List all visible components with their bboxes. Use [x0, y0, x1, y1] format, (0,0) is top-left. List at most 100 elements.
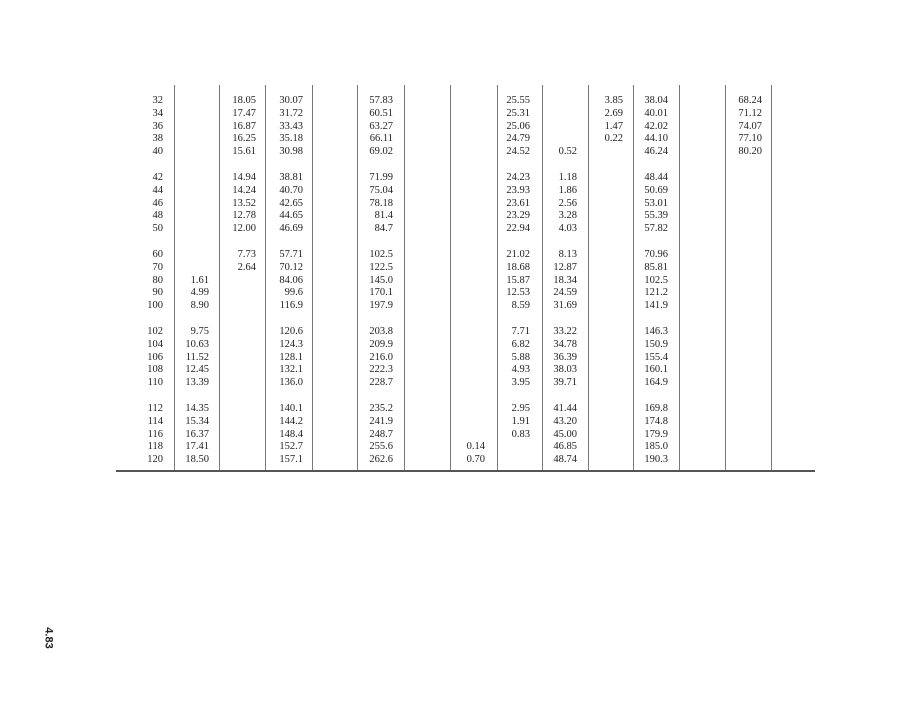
table-cell: 30.98	[279, 146, 303, 157]
table-cell: 41.44	[553, 403, 577, 414]
table-cell: 46.85	[553, 441, 577, 453]
table-cell: 53.01	[644, 197, 668, 209]
table-cell: 70.96	[644, 249, 668, 260]
row-label: 46	[152, 197, 164, 209]
table-cell: 23.61	[506, 197, 530, 209]
table-cell: 71.99	[369, 172, 393, 183]
table-cell: 75.04	[369, 184, 393, 196]
table-cell: 4.99	[190, 287, 209, 299]
table-cell: 57.71	[279, 249, 303, 260]
row-label: 36	[152, 120, 164, 132]
table-cell: 60.51	[369, 107, 393, 119]
table-cell: 1.18	[558, 172, 577, 183]
table-cell: 99.6	[284, 287, 303, 299]
table-cell: 155.4	[644, 351, 668, 363]
column-divider	[265, 85, 266, 471]
table-cell: 179.9	[644, 428, 668, 440]
table-cell: 69.02	[369, 146, 393, 157]
row-label: 108	[147, 364, 163, 376]
table-cell: 11.52	[185, 351, 209, 363]
column-divider	[312, 85, 313, 471]
row-label: 110	[147, 377, 163, 388]
table-cell: 0.83	[511, 428, 530, 440]
table-cell: 24.52	[506, 146, 530, 157]
row-label: 104	[147, 338, 163, 350]
table-cell: 12.45	[185, 364, 209, 376]
table-cell: 4.93	[511, 364, 530, 376]
table-cell: 38.03	[553, 364, 577, 376]
column-divider	[542, 85, 543, 471]
table-bottom-rule	[116, 470, 815, 472]
table-cell: 24.59	[553, 287, 577, 299]
table-cell: 152.7	[279, 441, 303, 453]
table-cell: 157.1	[279, 454, 303, 465]
table-cell: 136.0	[279, 377, 303, 388]
table-cell: 2.56	[558, 197, 577, 209]
table-cell: 40.70	[279, 184, 303, 196]
table-cell: 102.5	[369, 249, 393, 260]
table-cell: 44.65	[279, 210, 303, 222]
column-divider	[174, 85, 175, 471]
table-cell: 1.61	[190, 274, 209, 286]
table-cell: 6.82	[511, 338, 530, 350]
row-label: 118	[147, 441, 163, 453]
table-cell: 0.70	[466, 454, 485, 465]
table-cell: 1.86	[558, 184, 577, 196]
table-cell: 38.04	[644, 95, 668, 106]
table-cell: 13.52	[232, 197, 256, 209]
page-number: 4.83	[42, 627, 55, 649]
table-cell: 0.14	[466, 441, 485, 453]
table-cell: 174.8	[644, 415, 668, 427]
row-label: 32	[152, 95, 164, 106]
table-cell: 8.59	[511, 300, 530, 311]
column-divider	[450, 85, 451, 471]
table-cell: 33.22	[553, 326, 577, 337]
table-cell: 209.9	[369, 338, 393, 350]
table-cell: 71.12	[738, 107, 762, 119]
table-cell: 3.85	[604, 95, 623, 106]
table-cell: 44.10	[644, 133, 668, 145]
table-cell: 15.34	[185, 415, 209, 427]
table-cell: 8.90	[190, 300, 209, 311]
table-cell: 18.68	[506, 261, 530, 273]
column-divider	[497, 85, 498, 471]
table-cell: 120.6	[279, 326, 303, 337]
column-divider	[588, 85, 589, 471]
table-cell: 42.02	[644, 120, 668, 132]
table-cell: 2.95	[511, 403, 530, 414]
table-cell: 122.5	[369, 261, 393, 273]
table-cell: 190.3	[644, 454, 668, 465]
column-divider	[633, 85, 634, 471]
row-label: 80	[152, 274, 164, 286]
table-cell: 38.81	[279, 172, 303, 183]
table-cell: 22.94	[506, 223, 530, 234]
table-cell: 12.53	[506, 287, 530, 299]
row-label: 60	[152, 249, 164, 260]
table-cell: 21.02	[506, 249, 530, 260]
table-cell: 16.87	[232, 120, 256, 132]
table-cell: 46.69	[279, 223, 303, 234]
table-cell: 150.9	[644, 338, 668, 350]
table-cell: 57.83	[369, 95, 393, 106]
column-divider	[771, 85, 772, 471]
row-label: 40	[152, 146, 164, 157]
table-cell: 2.69	[604, 107, 623, 119]
table-cell: 248.7	[369, 428, 393, 440]
table-cell: 1.47	[604, 120, 623, 132]
table-cell: 30.07	[279, 95, 303, 106]
table-cell: 222.3	[369, 364, 393, 376]
table-cell: 66.11	[369, 133, 393, 145]
table-cell: 255.6	[369, 441, 393, 453]
row-label: 100	[147, 300, 163, 311]
table-cell: 7.73	[237, 249, 256, 260]
table-cell: 124.3	[279, 338, 303, 350]
table-cell: 235.2	[369, 403, 393, 414]
table-cell: 46.24	[644, 146, 668, 157]
row-label: 50	[152, 223, 164, 234]
row-label: 48	[152, 210, 164, 222]
table-cell: 141.9	[644, 300, 668, 311]
table-cell: 17.47	[232, 107, 256, 119]
table-cell: 50.69	[644, 184, 668, 196]
table-cell: 25.06	[506, 120, 530, 132]
table-cell: 15.61	[232, 146, 256, 157]
